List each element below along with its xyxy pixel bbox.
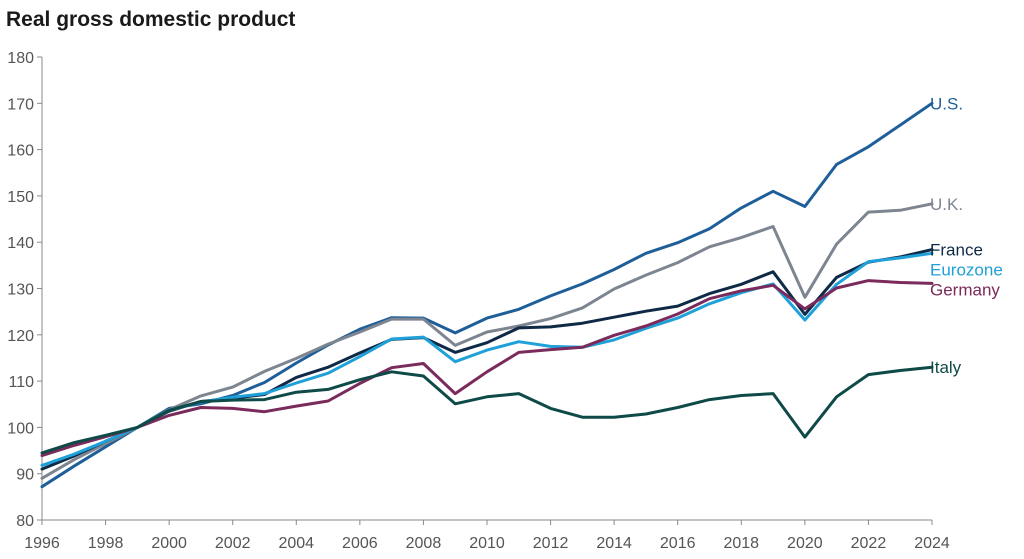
y-tick-label: 100 bbox=[7, 420, 34, 437]
y-tick-label: 130 bbox=[7, 282, 34, 299]
axes: 80 90 100 110 120 130 140 150 160 170 180 1996 1998 2… bbox=[7, 50, 950, 552]
x-tick-label: 2004 bbox=[278, 535, 314, 552]
legend-label-u-k: U.K. bbox=[930, 195, 963, 214]
x-tick-label: 2010 bbox=[469, 535, 505, 552]
legend-label-u-s: U.S. bbox=[930, 94, 963, 113]
y-tick-label: 110 bbox=[8, 374, 34, 391]
y-tick-label: 80 bbox=[16, 513, 34, 530]
y-tick-label: 120 bbox=[7, 328, 34, 345]
x-tick-label: 2002 bbox=[215, 535, 251, 552]
x-tick-label: 2000 bbox=[151, 535, 187, 552]
y-tick-label: 160 bbox=[7, 143, 34, 160]
legend-label-eurozone: Eurozone bbox=[930, 261, 1003, 280]
legend-label-germany: Germany bbox=[930, 281, 1000, 300]
x-tick-label: 2016 bbox=[660, 535, 696, 552]
chart-title: Real gross domestic product bbox=[6, 8, 295, 31]
y-tick-label: 140 bbox=[7, 235, 34, 252]
y-tick-label: 180 bbox=[7, 50, 34, 67]
x-tick-label: 2014 bbox=[596, 535, 632, 552]
x-tick-label: 2022 bbox=[851, 535, 887, 552]
x-tick-label: 1996 bbox=[24, 535, 60, 552]
y-tick-label: 150 bbox=[7, 189, 34, 206]
legend-label-italy: Italy bbox=[930, 358, 962, 377]
series-layer bbox=[40, 101, 934, 489]
x-tick-label: 1998 bbox=[88, 535, 124, 552]
x-tick-label: 2006 bbox=[342, 535, 378, 552]
series-line-germany bbox=[40, 279, 934, 458]
x-tick-label: 2020 bbox=[787, 535, 823, 552]
x-tick-label: 2012 bbox=[533, 535, 569, 552]
series-line-u-k bbox=[40, 202, 934, 480]
x-tick-label: 2024 bbox=[914, 535, 950, 552]
legend-label-france: France bbox=[930, 241, 983, 260]
x-tick-label: 2018 bbox=[723, 535, 759, 552]
series-line-italy bbox=[40, 365, 934, 455]
y-tick-label: 170 bbox=[7, 96, 34, 113]
y-tick-label: 90 bbox=[16, 467, 34, 484]
x-tick-label: 2008 bbox=[406, 535, 442, 552]
